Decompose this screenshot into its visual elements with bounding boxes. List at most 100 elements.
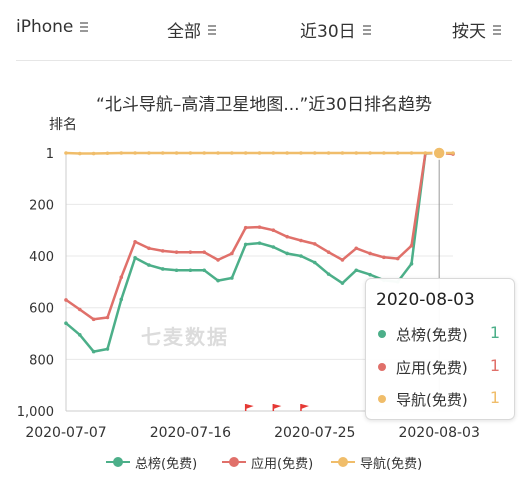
data-point xyxy=(230,151,234,155)
highlight-point xyxy=(432,146,446,160)
series-dot-icon xyxy=(378,395,386,403)
filter-bar: iPhone 全部 近30日 按天 xyxy=(0,0,528,60)
data-point xyxy=(216,278,220,283)
tooltip-row-overall: 总榜(免费) 1 xyxy=(376,322,506,346)
chart-title: “北斗导航–高清卫星地图...”近30日排名趋势 xyxy=(96,95,432,115)
series-dot-icon xyxy=(378,330,386,338)
y-tick-label: 200 xyxy=(29,198,54,213)
data-point xyxy=(64,298,68,302)
data-point xyxy=(64,151,68,155)
tooltip-series-value: 1 xyxy=(489,388,500,407)
menu-icon xyxy=(80,22,89,32)
data-point xyxy=(243,242,248,247)
data-point xyxy=(202,151,207,155)
data-point xyxy=(160,151,165,155)
data-point xyxy=(271,245,276,249)
x-tick-label: 2020-07-16 xyxy=(150,425,231,441)
series-dot-icon xyxy=(378,363,386,371)
event-flag-icon xyxy=(273,404,282,409)
tooltip-series-value: 1 xyxy=(489,323,500,342)
legend-dot-icon xyxy=(113,457,123,467)
legend: 总榜(免费) 应用(免费) 导航(免费) xyxy=(0,452,528,472)
data-point xyxy=(340,281,345,285)
data-point xyxy=(133,151,137,155)
data-point xyxy=(382,151,386,155)
tooltip-date: 2020-08-03 xyxy=(376,290,475,310)
data-point xyxy=(160,249,165,253)
data-point xyxy=(312,151,317,155)
data-point xyxy=(188,151,193,155)
data-point xyxy=(299,238,303,243)
granularity-filter-label: 按天 xyxy=(452,22,486,42)
data-point xyxy=(105,315,110,320)
data-point xyxy=(354,268,359,273)
data-point xyxy=(133,256,137,260)
data-point xyxy=(105,347,110,351)
y-tick-label: 800 xyxy=(29,353,54,368)
tooltip-series-name: 应用(免费) xyxy=(396,359,468,377)
data-point xyxy=(285,251,289,256)
data-point xyxy=(147,151,151,155)
data-point xyxy=(78,333,82,337)
data-point xyxy=(202,250,207,254)
category-filter[interactable]: 全部 xyxy=(167,17,216,42)
data-point xyxy=(257,225,262,229)
data-point xyxy=(230,251,234,256)
data-point xyxy=(326,250,331,254)
data-point xyxy=(91,349,96,354)
legend-label: 总榜(免费) xyxy=(135,457,198,472)
period-filter[interactable]: 近30日 xyxy=(300,17,371,42)
y-tick-label: 1 xyxy=(46,147,54,162)
data-point xyxy=(326,151,331,155)
watermark: 七麦数据 xyxy=(141,325,229,349)
data-point xyxy=(409,243,414,248)
data-point xyxy=(285,151,289,155)
data-point xyxy=(285,234,289,239)
data-point xyxy=(188,250,193,254)
data-point xyxy=(147,263,151,267)
data-point xyxy=(174,268,179,273)
data-point xyxy=(354,246,359,251)
data-point xyxy=(340,258,345,262)
tooltip-row-navigation: 导航(免费) 1 xyxy=(376,387,506,411)
data-point xyxy=(133,240,137,244)
data-point xyxy=(395,256,400,261)
y-tick-label: 1,000 xyxy=(17,405,54,420)
device-filter[interactable]: iPhone xyxy=(16,17,89,37)
period-filter-label: 近30日 xyxy=(300,22,356,42)
data-point xyxy=(91,317,96,322)
y-tick-label: 600 xyxy=(29,302,54,317)
y-tick-label: 400 xyxy=(29,250,54,265)
x-tick-label: 2020-07-07 xyxy=(25,425,106,441)
data-point xyxy=(409,151,414,155)
data-point xyxy=(119,297,124,302)
data-point xyxy=(257,151,262,155)
data-point xyxy=(216,151,220,155)
data-point xyxy=(119,275,124,280)
data-point xyxy=(395,151,400,155)
data-point xyxy=(64,321,68,325)
legend-label: 应用(免费) xyxy=(251,457,314,472)
data-point xyxy=(160,267,165,271)
data-point xyxy=(243,151,248,155)
tooltip-series-name: 导航(免费) xyxy=(396,391,468,409)
data-point xyxy=(257,241,262,245)
x-tick-label: 2020-08-03 xyxy=(398,425,479,441)
divider xyxy=(16,60,512,61)
event-flag-icon xyxy=(245,404,254,409)
data-point xyxy=(105,151,110,156)
granularity-filter[interactable]: 按天 xyxy=(452,17,501,42)
legend-label: 导航(免费) xyxy=(360,457,423,472)
data-point xyxy=(174,151,179,155)
data-point xyxy=(326,272,331,276)
category-filter-label: 全部 xyxy=(167,22,201,42)
data-point xyxy=(78,307,82,312)
data-point xyxy=(312,242,317,246)
data-point xyxy=(423,151,428,155)
data-point xyxy=(91,151,96,156)
data-point xyxy=(340,151,345,155)
menu-icon xyxy=(208,24,216,35)
menu-icon xyxy=(362,24,371,35)
data-point xyxy=(368,151,372,155)
tooltip-series-value: 1 xyxy=(489,356,500,375)
